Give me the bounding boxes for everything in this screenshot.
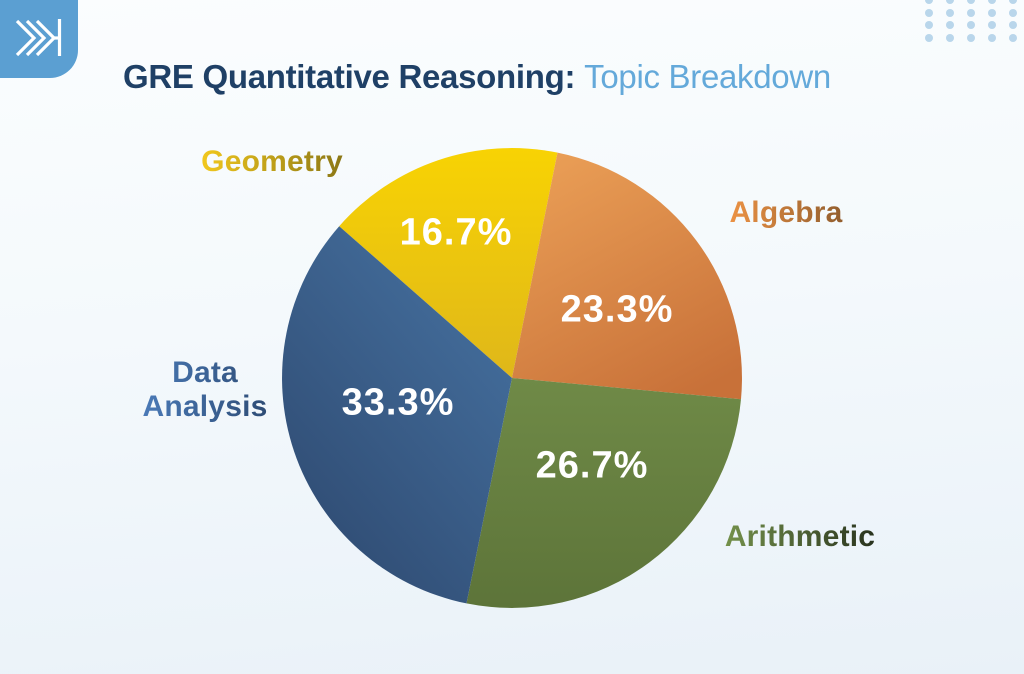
slice-value-algebra: 23.3% [560, 288, 674, 331]
arrow-chevron-logo-icon [15, 19, 62, 57]
decor-dot [1009, 21, 1017, 29]
decor-dot [1009, 33, 1017, 42]
pie-slice-algebra [512, 152, 742, 400]
brand-logo-badge [0, 0, 78, 78]
page-title: GRE Quantitative Reasoning: Topic Breakdo… [123, 57, 831, 97]
slice-label-geometry: Geometry [201, 145, 343, 178]
decor-dot [1009, 0, 1017, 4]
decor-dot [946, 33, 954, 42]
decor-dot [967, 21, 975, 29]
slice-value-data-analysis: 33.3% [341, 381, 455, 424]
decor-dot [988, 21, 996, 29]
decor-dot [925, 8, 933, 17]
decor-dot [1009, 8, 1017, 17]
slice-value-geometry: 16.7% [399, 211, 513, 254]
slice-label-algebra: Algebra [729, 196, 843, 229]
decor-dot-grid [925, 0, 1020, 46]
decor-dot [988, 0, 996, 4]
decor-dot [967, 8, 975, 17]
decor-dot [967, 33, 975, 42]
decor-dot [988, 8, 996, 17]
decor-dot [946, 0, 954, 4]
pie-slice-data_analysis [282, 226, 512, 604]
pie-slice-arithmetic [466, 378, 741, 608]
decor-dot [925, 0, 933, 4]
pie-chart [282, 148, 742, 608]
page-title-light: Topic Breakdown [584, 58, 831, 95]
decor-dot [946, 8, 954, 17]
decor-dot [925, 21, 933, 29]
decor-dot [988, 33, 996, 42]
slice-label-data-analysis: Data Analysis [142, 356, 268, 423]
page-title-strong: GRE Quantitative Reasoning: [123, 58, 576, 95]
slice-label-arithmetic: Arithmetic [724, 520, 876, 553]
pie-slice-geometry [339, 148, 558, 378]
decor-dot [925, 33, 933, 42]
decor-dot [946, 21, 954, 29]
slice-value-arithmetic: 26.7% [535, 444, 649, 487]
decor-dot [967, 0, 975, 4]
